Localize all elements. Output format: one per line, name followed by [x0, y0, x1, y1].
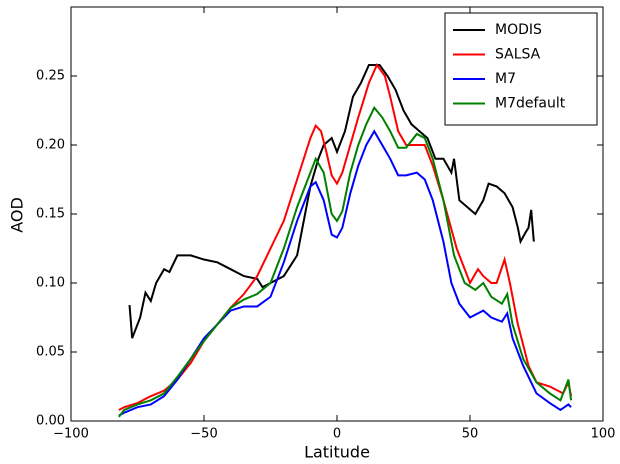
series-line [118, 105, 573, 418]
series-line [118, 129, 572, 417]
legend-label: M7default [495, 96, 566, 112]
x-tick-label: 0 [333, 427, 341, 442]
legend-label: M7 [495, 71, 516, 87]
y-tick-label: 0.20 [36, 138, 65, 153]
y-tick-label: 0.05 [36, 345, 65, 360]
plot-frame [70, 6, 604, 422]
x-tick-label: 50 [462, 427, 479, 442]
y-axis-label: AOD [8, 197, 27, 233]
y-tick-label: 0.15 [36, 207, 65, 222]
series-line [128, 63, 535, 339]
legend-label: SALSA [495, 47, 541, 63]
x-tick-label: −100 [53, 427, 89, 442]
x-tick-label: 100 [591, 427, 616, 442]
legend-label: MODIS [495, 22, 542, 38]
y-tick-label: 0.25 [36, 69, 65, 84]
legend-box [444, 12, 598, 126]
y-tick-label: 0.00 [36, 414, 65, 429]
x-tick-label: −50 [190, 427, 217, 442]
y-tick-label: 0.10 [36, 276, 65, 291]
x-axis-label: Latitude [304, 443, 370, 462]
